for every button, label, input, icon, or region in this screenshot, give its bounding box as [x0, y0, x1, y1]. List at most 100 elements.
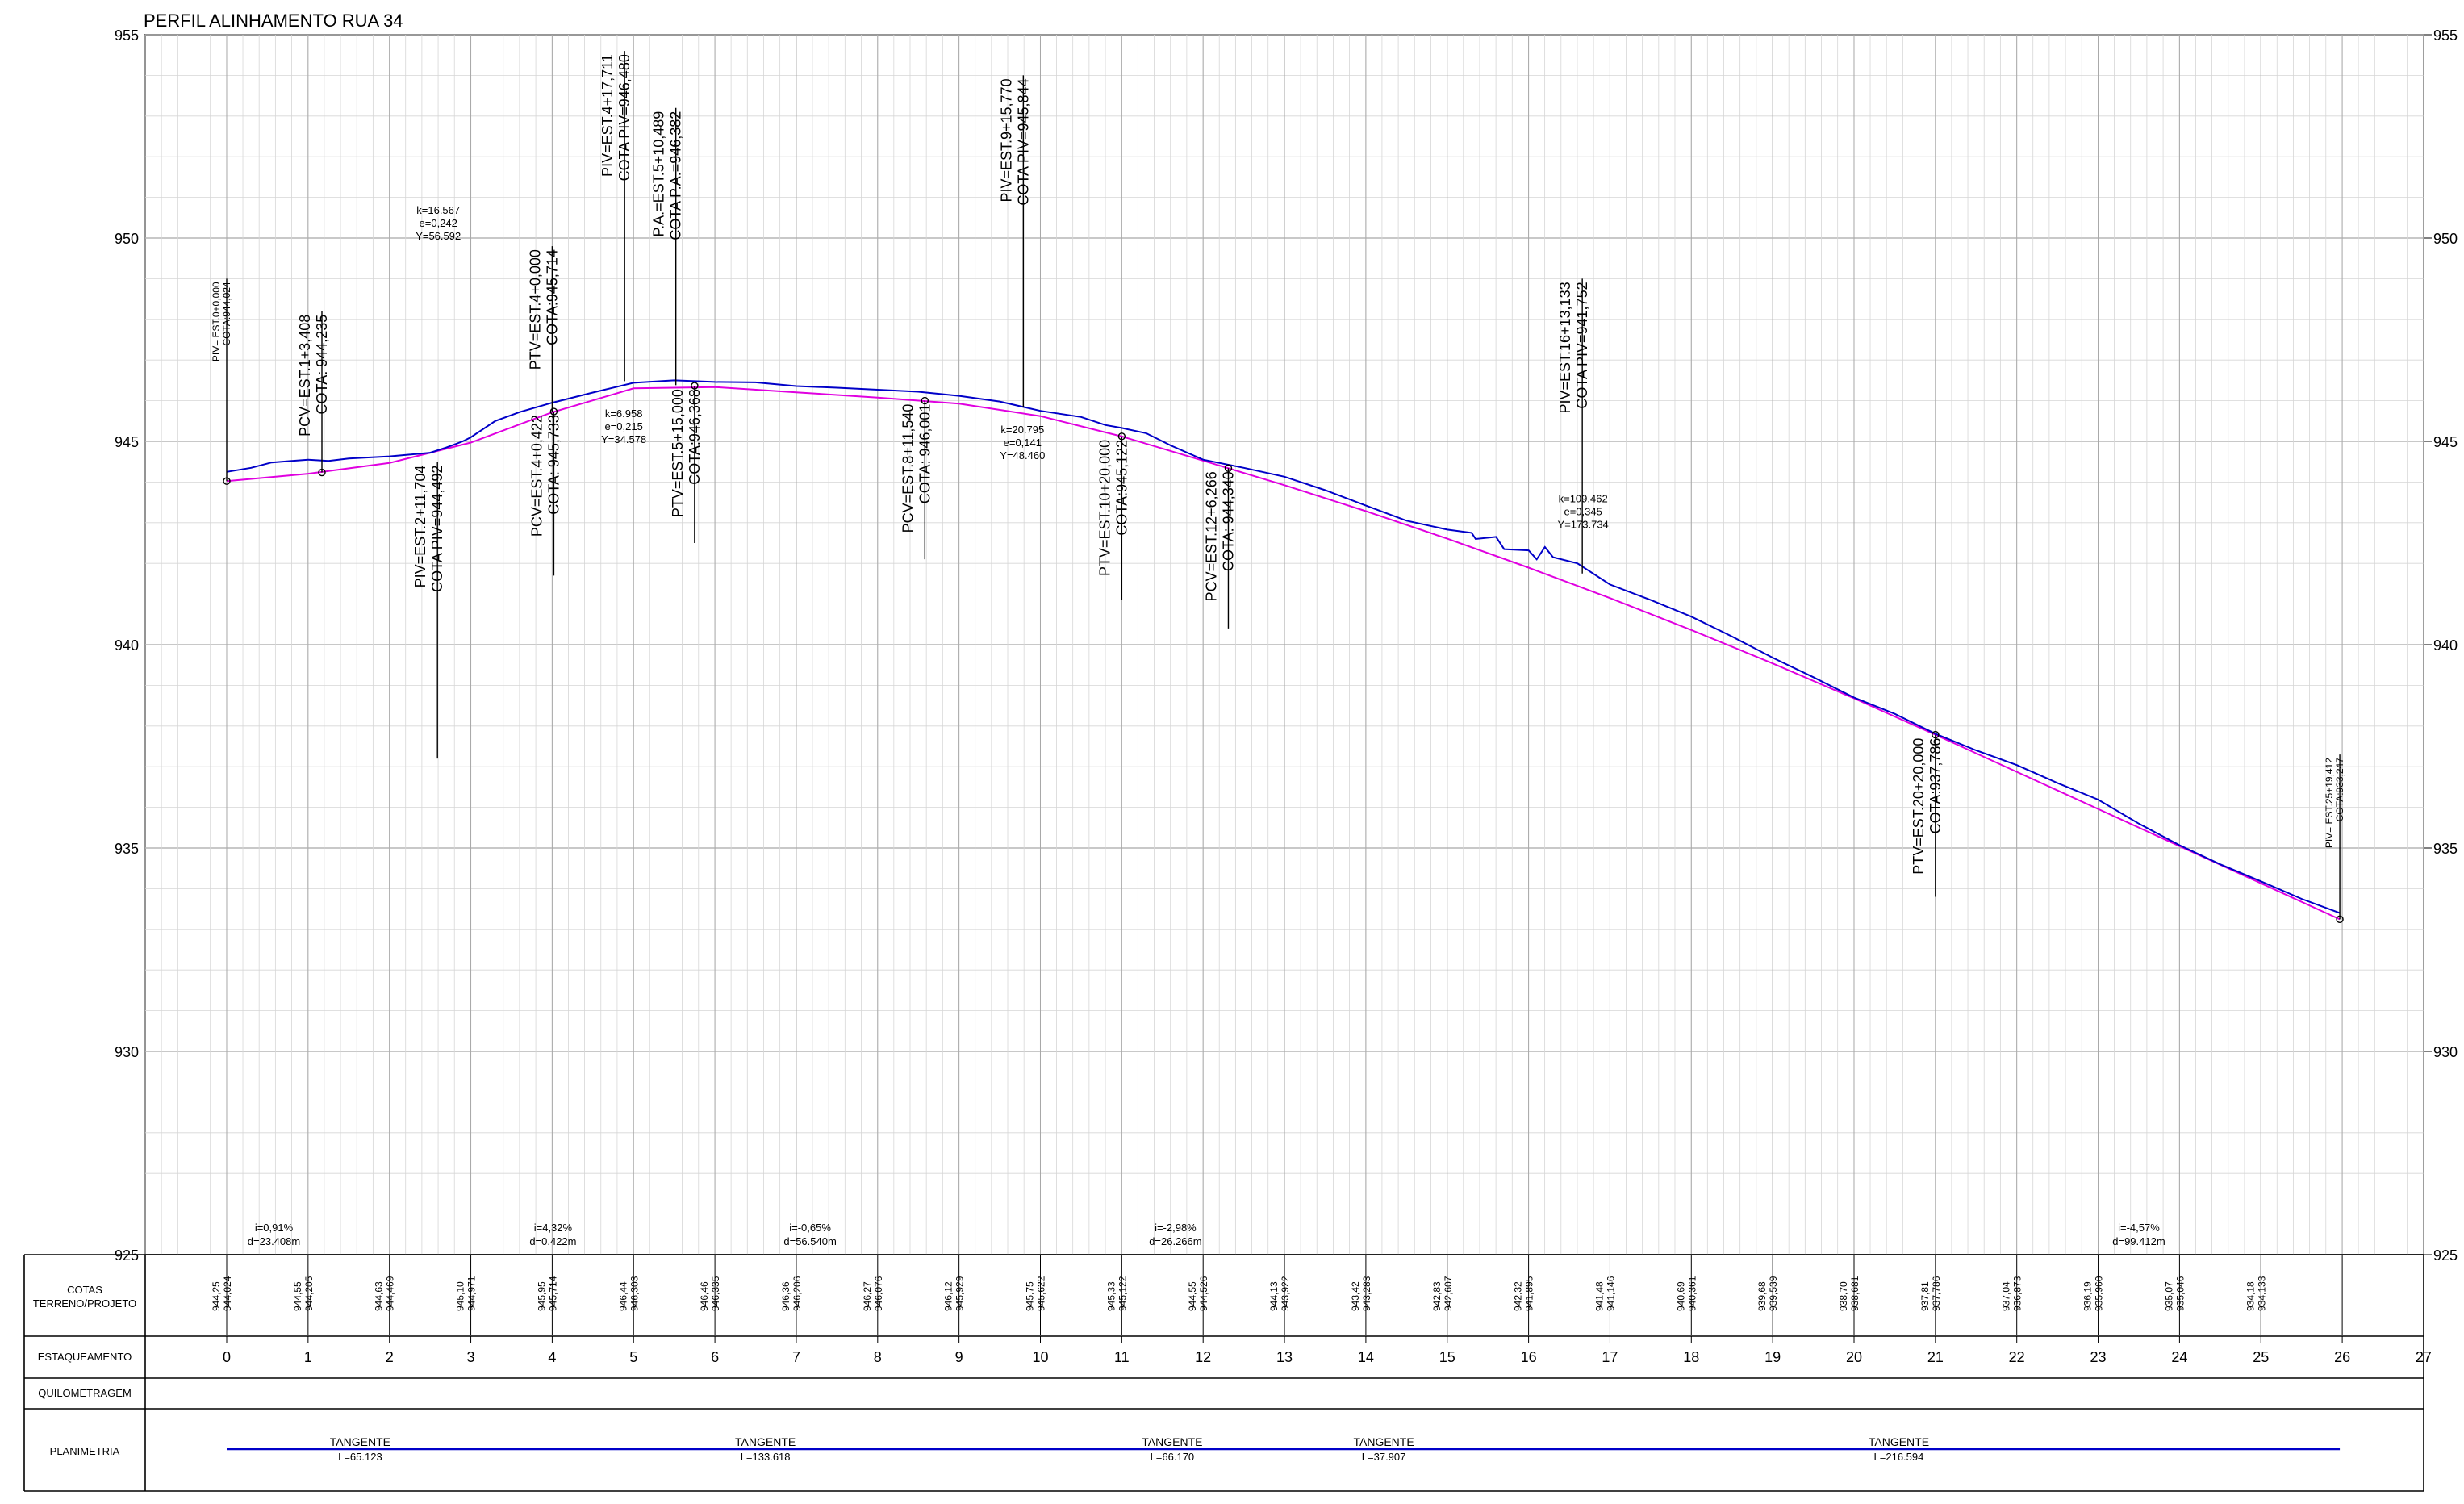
cota-value: 944,13: [1268, 1281, 1280, 1311]
vertical-point-label: COTA:937,786: [1927, 738, 1944, 834]
drawing-title: PERFIL ALINHAMENTO RUA 34: [144, 10, 403, 31]
vertical-point-label: COTA:944,024: [221, 282, 232, 345]
cota-value: 946,36: [780, 1281, 791, 1311]
vertical-point-label: COTA:945,122: [1113, 440, 1130, 536]
vertical-point-label: COTA: 944,235: [314, 315, 330, 415]
cota-value: 937,786: [1931, 1276, 1942, 1311]
curve-parameter-text: k=16.567: [416, 204, 460, 216]
vertical-point-label: COTA P.A.=946,382: [668, 111, 684, 240]
cota-value: 944,55: [292, 1281, 303, 1311]
cota-value: 943,922: [1280, 1276, 1291, 1311]
cota-value: 945,714: [547, 1276, 558, 1311]
vertical-point-label: PIV=EST.16+13,133: [1557, 282, 1573, 413]
station-number: 4: [548, 1349, 556, 1365]
station-number: 11: [1114, 1349, 1130, 1365]
cota-value: 944,55: [1187, 1281, 1198, 1311]
vertical-point-label: COTA:933,247: [2334, 758, 2345, 821]
planimetria-segment-type: TANGENTE: [1869, 1435, 1929, 1448]
station-number: 18: [1683, 1349, 1699, 1365]
cota-value: 939,539: [1768, 1276, 1779, 1311]
station-number: 8: [874, 1349, 882, 1365]
station-number: 7: [792, 1349, 800, 1365]
cota-value: 945,10: [455, 1281, 466, 1311]
row-label-quilometragem: QUILOMETRAGEM: [38, 1387, 132, 1399]
cota-value: 946,206: [791, 1276, 803, 1311]
grade-percent: i=-2,98%: [1155, 1222, 1197, 1234]
planimetria-segment-length: L=66.170: [1151, 1451, 1195, 1463]
cota-value: 938,681: [1849, 1276, 1861, 1311]
row-label-cotas: COTAS: [67, 1284, 102, 1296]
row-label-estaqueamento: ESTAQUEAMENTO: [38, 1351, 132, 1363]
cota-value: 941,146: [1605, 1276, 1616, 1311]
elevation-tick-right: 945: [2433, 434, 2458, 450]
station-number: 3: [467, 1349, 475, 1365]
station-number: 12: [1195, 1349, 1211, 1365]
vertical-point-label: PTV=EST.10+20,000: [1096, 440, 1113, 576]
curve-parameter-text: Y=34.578: [601, 433, 646, 445]
cota-value: 941,895: [1524, 1276, 1535, 1311]
cota-value: 942,83: [1431, 1281, 1443, 1311]
planimetria-segment-length: L=65.123: [338, 1451, 382, 1463]
planimetria-segment-type: TANGENTE: [1353, 1435, 1414, 1448]
cota-value: 935,046: [2174, 1276, 2186, 1311]
cota-value: 940,361: [1686, 1276, 1698, 1311]
vertical-point-label: COTA PIV=946,480: [616, 54, 633, 181]
vertical-point-marker: [2336, 915, 2344, 924]
vertical-point-label: COTA:946,368: [687, 389, 703, 485]
station-numbers: 0 1 2 3 4 5 6 7 8 9 10 11 12 13 14 15 16 17 18 19 20 21 22 23 24…: [223, 1349, 2432, 1365]
vertical-point-label: PIV=EST.2+11,704: [412, 466, 428, 588]
vertical-point-label: COTA PIV=945,844: [1015, 78, 1031, 205]
curve-parameter-text: k=20.795: [1000, 424, 1044, 436]
planimetria-segments: TANGENTE L=65.123 TANGENTE L=133.618 TANGENT…: [227, 1435, 2341, 1463]
cota-value: 945,75: [1025, 1281, 1036, 1311]
cota-value: 946,303: [629, 1276, 640, 1311]
station-number: 16: [1521, 1349, 1537, 1365]
vertical-point-label: PIV=EST.9+15,770: [998, 78, 1014, 202]
planimetria-segment-type: TANGENTE: [330, 1435, 390, 1448]
vertical-point-label: PTV=EST.20+20,000: [1911, 738, 1927, 875]
grade-distance: d=99.412m: [2112, 1235, 2165, 1247]
station-number: 13: [1276, 1349, 1293, 1365]
grade-distance: d=26.266m: [1149, 1235, 1201, 1247]
vertical-point-label: COTA: 944,340: [1220, 471, 1236, 571]
row-label-planimetria: PLANIMETRIA: [50, 1445, 120, 1457]
cota-value: 938,70: [1838, 1281, 1849, 1311]
vertical-point-label: PCV=EST.12+6,266: [1203, 471, 1219, 601]
cota-value: 942,607: [1443, 1276, 1454, 1311]
vertical-point-marker: [318, 468, 326, 477]
planimetria-segment-type: TANGENTE: [1142, 1435, 1202, 1448]
cota-value: 944,024: [222, 1276, 233, 1311]
cota-value: 934,18: [2245, 1281, 2256, 1311]
vertical-point-label: PCV=EST.8+11,540: [900, 404, 916, 533]
vertical-curve-points: PIV= EST.0+0,000 COTA:944,024 PCV=EST.1+3,…: [211, 51, 2345, 924]
planimetria-segment-length: L=133.618: [741, 1451, 791, 1463]
station-number: 24: [2171, 1349, 2187, 1365]
cota-value: 944,205: [303, 1276, 315, 1311]
grade-distance: d=23.408m: [248, 1235, 300, 1247]
vertical-point-marker: [549, 407, 558, 416]
vertical-point-label: PTV=EST.5+15,000: [670, 389, 686, 517]
elevation-tick-right: 925: [2433, 1247, 2458, 1264]
cota-value: 944,63: [374, 1281, 385, 1311]
station-number: 10: [1032, 1349, 1048, 1365]
station-number: 19: [1764, 1349, 1781, 1365]
vertical-point-label: PCV=EST.1+3,408: [297, 315, 313, 437]
station-number: 14: [1358, 1349, 1374, 1365]
cota-value: 942,32: [1513, 1281, 1524, 1311]
cotas-values: 944,25 944,024 944,55 944,205 944,63 944,469 9…: [211, 1276, 2267, 1311]
elevation-tick-right: 955: [2433, 27, 2458, 44]
cota-value: 946,12: [943, 1281, 954, 1311]
cota-value: 936,19: [2082, 1281, 2094, 1311]
vertical-point-label: PIV=EST.4+17,711: [599, 54, 616, 177]
station-number: 22: [2009, 1349, 2025, 1365]
vertical-point-marker: [921, 396, 929, 405]
cota-value: 946,335: [710, 1276, 721, 1311]
elevation-grid: [144, 34, 2424, 1255]
elevation-tick-left: 930: [115, 1044, 139, 1060]
cota-value: 944,971: [466, 1276, 478, 1311]
planimetria-segment-length: L=37.907: [1362, 1451, 1406, 1463]
grade-distance: d=0.422m: [529, 1235, 576, 1247]
planimetria-segment-type: TANGENTE: [735, 1435, 796, 1448]
vertical-point-marker: [1117, 432, 1126, 441]
